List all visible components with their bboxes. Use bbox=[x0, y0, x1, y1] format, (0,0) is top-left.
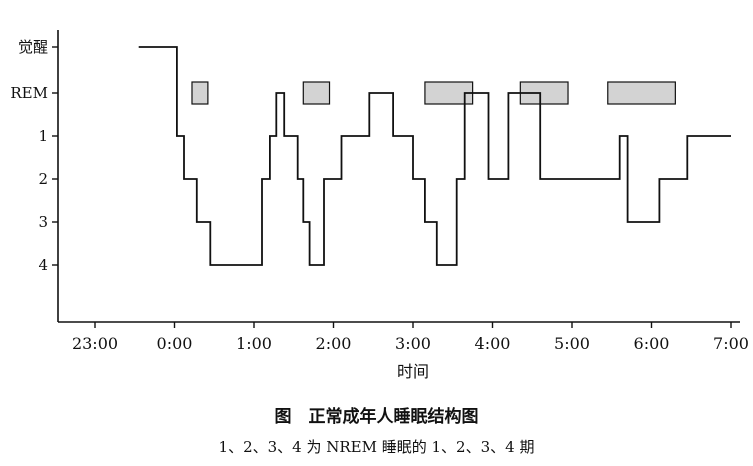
chart-plot: 觉醒 REM 1 2 3 4 23:00 0:00 1:00 2:00 3:00 4:00 5:00 6:… bbox=[10, 30, 749, 381]
chart-subtitle: 1、2、3、4 为 NREM 睡眠的 1、2、3、4 期 bbox=[218, 438, 535, 456]
x-tick-label: 3:00 bbox=[395, 334, 431, 353]
tick-labels: 觉醒 REM 1 2 3 4 23:00 0:00 1:00 2:00 3:00 4:00 5:00 6:… bbox=[10, 38, 749, 381]
x-tick-label: 4:00 bbox=[475, 334, 511, 353]
x-tick-label: 6:00 bbox=[634, 334, 670, 353]
y-tick-label: 4 bbox=[38, 256, 48, 274]
rem-period bbox=[191, 81, 209, 105]
x-axis-label: 时间 bbox=[397, 362, 429, 381]
chart-title: 图 正常成年人睡眠结构图 bbox=[274, 407, 479, 427]
y-tick-label: 3 bbox=[38, 213, 48, 231]
x-tick-label: 23:00 bbox=[72, 334, 118, 353]
rem-period bbox=[302, 81, 331, 105]
x-tick-label: 7:00 bbox=[713, 334, 749, 353]
rem-period bbox=[607, 81, 676, 105]
x-tick-label: 0:00 bbox=[157, 334, 193, 353]
axes bbox=[52, 30, 740, 328]
x-tick-label: 5:00 bbox=[554, 334, 590, 353]
hypnogram bbox=[138, 46, 731, 266]
sleep-stage-line bbox=[138, 46, 731, 266]
y-tick-label: 2 bbox=[38, 170, 48, 188]
y-tick-label: REM bbox=[10, 84, 48, 102]
x-tick-label: 2:00 bbox=[316, 334, 352, 353]
y-tick-label: 1 bbox=[38, 127, 48, 145]
y-tick-label: 觉醒 bbox=[18, 38, 48, 56]
x-tick-label: 1:00 bbox=[236, 334, 272, 353]
rem-shading bbox=[191, 81, 676, 105]
